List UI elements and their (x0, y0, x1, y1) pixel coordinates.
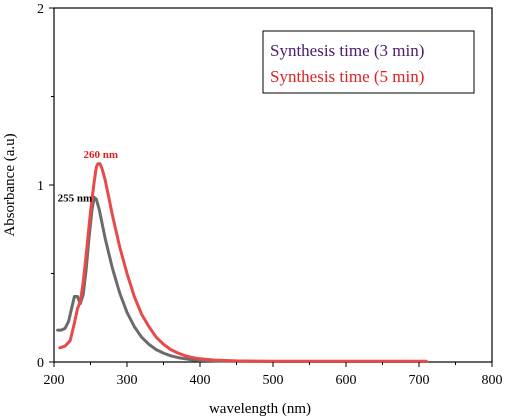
x-tick-label: 500 (263, 373, 284, 388)
x-tick-label: 300 (117, 373, 138, 388)
legend-entry-5min: Synthesis time (5 min) (270, 67, 424, 86)
y-axis-title: Absorbance (a.u) (2, 133, 18, 236)
y-tick-label: 2 (37, 2, 44, 17)
series-line-5min (58, 162, 428, 363)
tick-layer: 200 300 400 500 600 700 800 0 1 2 (37, 2, 503, 388)
peak-annotation-260-nm: 260 nm (84, 149, 119, 161)
x-tick-label: 600 (336, 373, 357, 388)
series-layer (56, 162, 428, 363)
y-tick-label: 1 (37, 179, 44, 194)
peak-annotation-255-nm: 255 nm (58, 192, 93, 204)
x-axis-title: wavelength (nm) (209, 401, 311, 417)
x-tick-label: 800 (482, 373, 503, 388)
legend: Synthesis time (3 min) Synthesis time (5… (262, 30, 475, 94)
y-tick-label: 0 (37, 356, 44, 371)
x-tick-label: 400 (190, 373, 211, 388)
x-tick-label: 700 (409, 373, 430, 388)
legend-box (262, 30, 475, 94)
x-tick-label: 200 (44, 373, 65, 388)
annotation-layer: 255 nm 260 nm (58, 149, 118, 205)
legend-entry-3min: Synthesis time (3 min) (270, 41, 424, 60)
